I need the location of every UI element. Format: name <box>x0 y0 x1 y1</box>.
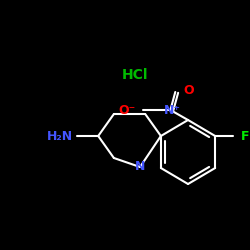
Text: HCl: HCl <box>122 68 148 82</box>
Text: F: F <box>240 130 249 142</box>
Text: N⁺: N⁺ <box>164 104 181 117</box>
Text: N: N <box>135 160 145 173</box>
Text: O⁻: O⁻ <box>118 104 135 117</box>
Text: O: O <box>183 84 194 96</box>
Text: H₂N: H₂N <box>46 130 73 142</box>
